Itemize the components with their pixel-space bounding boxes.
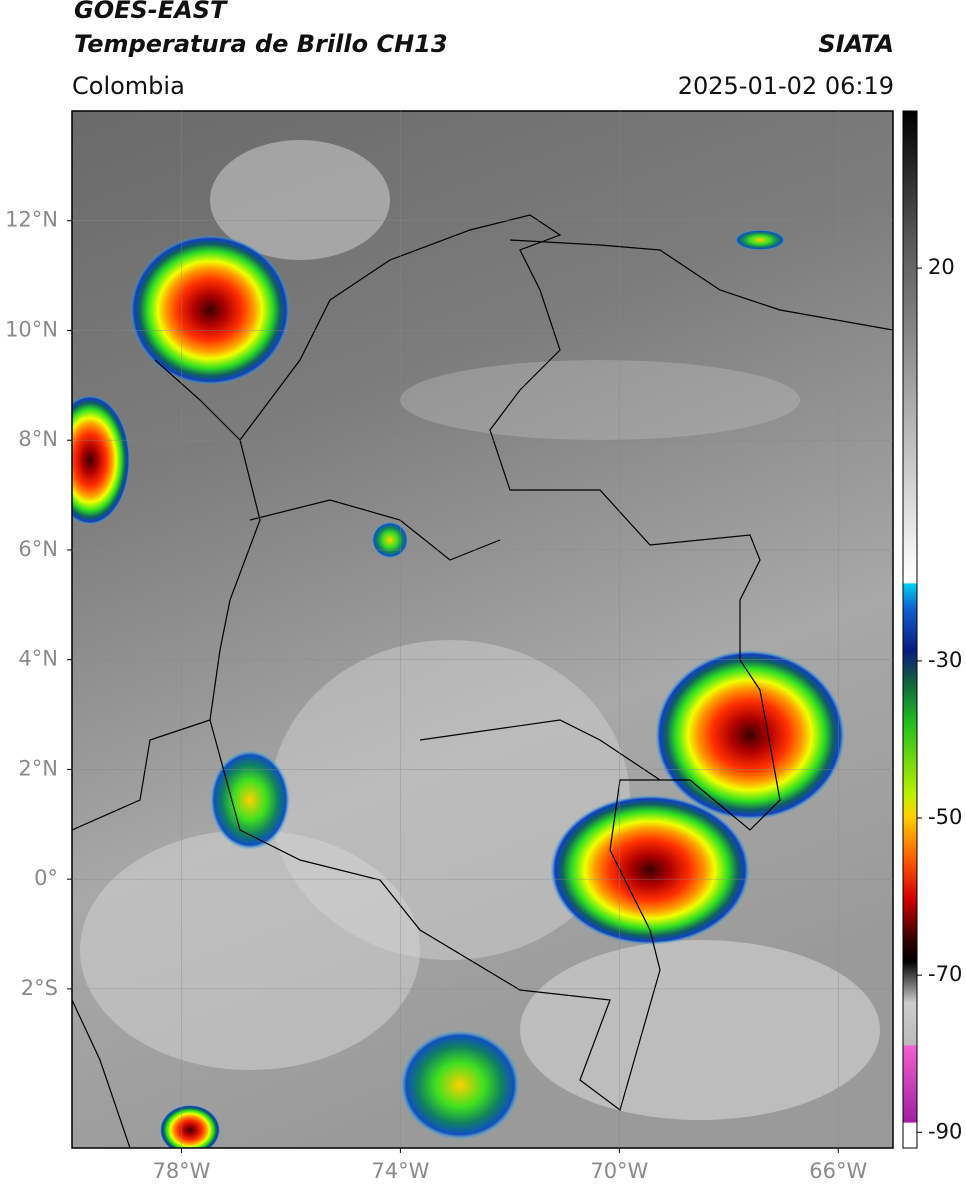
x-tick-label: 70°W: [590, 1159, 648, 1183]
title: GOES-EAST: [74, 0, 227, 24]
colorbar-tick-label: -70: [928, 962, 962, 986]
y-tick-label: 2°S: [21, 976, 58, 1000]
satellite-image: [72, 111, 893, 1148]
source: SIATA: [818, 30, 894, 58]
datetime: 2025-01-02 06:19: [677, 72, 894, 100]
colorbar-tick-label: 20: [928, 255, 955, 279]
y-tick-label: 6°N: [18, 537, 58, 561]
colorbar-tick-label: -50: [928, 805, 962, 829]
y-tick-label: 2°N: [18, 756, 58, 780]
colorbar-tick-label: -30: [928, 648, 962, 672]
y-tick-label: 12°N: [5, 208, 58, 232]
x-tick-label: 74°W: [371, 1159, 429, 1183]
region: Colombia: [72, 72, 185, 100]
colorbar-fill: [903, 111, 917, 1148]
x-tick-label: 66°W: [809, 1159, 867, 1183]
colorbar-tick-label: -90: [928, 1119, 962, 1143]
y-tick-label: 10°N: [5, 317, 58, 341]
y-tick-label: 4°N: [18, 647, 58, 671]
subtitle: Temperatura de Brillo CH13: [74, 30, 448, 58]
x-tick-label: 78°W: [152, 1159, 210, 1183]
y-tick-label: 8°N: [18, 427, 58, 451]
map-frame: [71, 110, 894, 1149]
y-tick-label: 0°: [34, 866, 58, 890]
